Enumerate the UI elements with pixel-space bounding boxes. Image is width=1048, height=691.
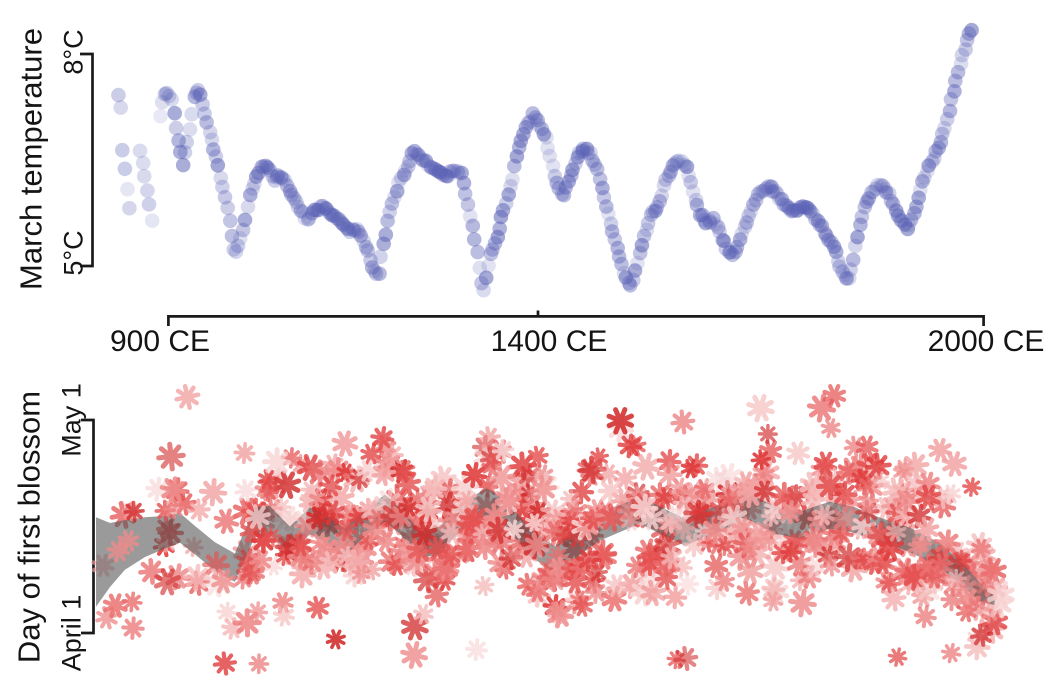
march-temperature-series xyxy=(111,22,979,298)
y-tick-may1: May 1 xyxy=(56,383,87,457)
y-axis-title-march-temperature: March temperature xyxy=(13,28,49,290)
x-axis xyxy=(167,315,985,326)
bottom-y-axis xyxy=(81,418,95,635)
first-blossom-scatter-over xyxy=(107,382,1017,678)
x-tick-1400ce: 1400 CE xyxy=(490,325,608,358)
y-axis-title-day-of-first-blossom: Day of first blossom xyxy=(11,390,47,664)
y-tick-5c: 5°C xyxy=(58,230,89,276)
y-tick-april1: April 1 xyxy=(56,594,87,672)
x-tick-2000ce: 2000 CE xyxy=(927,325,1045,358)
x-tick-900ce: 900 CE xyxy=(109,325,211,358)
top-y-axis xyxy=(80,52,94,268)
y-tick-8c: 8°C xyxy=(58,29,89,75)
axes xyxy=(80,52,985,635)
